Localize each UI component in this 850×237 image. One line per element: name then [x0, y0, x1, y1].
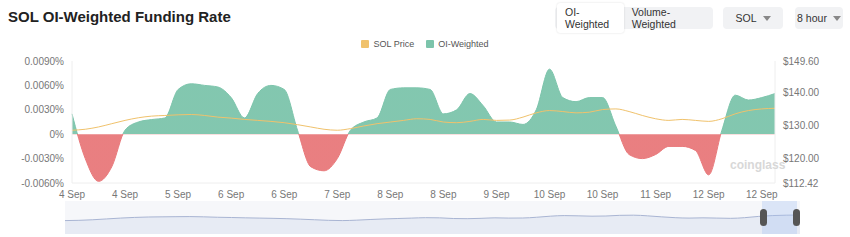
- svg-text:6 Sep: 6 Sep: [271, 189, 298, 200]
- html-text:coinglass: coinglass: [730, 158, 786, 172]
- svg-text:$149.60: $149.60: [783, 56, 820, 67]
- svg-text:6 Sep: 6 Sep: [218, 189, 245, 200]
- svg-text:$120.00: $120.00: [783, 153, 820, 164]
- svg-text:9 Sep: 9 Sep: [483, 189, 510, 200]
- html-text:Volume-Weighted: Volume-Weighted: [631, 6, 676, 30]
- html-text:SOL: SOL: [735, 12, 757, 24]
- svg-text:0.0030%: 0.0030%: [25, 104, 65, 115]
- html-text:8 hour: 8 hour: [797, 12, 827, 24]
- svg-text:12 Sep: 12 Sep: [693, 189, 725, 200]
- svg-text:8 Sep: 8 Sep: [377, 189, 404, 200]
- svg-text:4 Sep: 4 Sep: [112, 189, 139, 200]
- svg-text:8 Sep: 8 Sep: [430, 189, 457, 200]
- svg-text:$130.00: $130.00: [783, 120, 820, 131]
- svg-text:4 Sep: 4 Sep: [59, 189, 86, 200]
- svg-text:12 Sep: 12 Sep: [746, 189, 778, 200]
- svg-text:10 Sep: 10 Sep: [534, 189, 566, 200]
- svg-text:-0.0030%: -0.0030%: [21, 153, 64, 164]
- svg-text:10 Sep: 10 Sep: [587, 189, 619, 200]
- html-text:SOL Price: SOL Price: [373, 39, 415, 49]
- svg-text:0.0060%: 0.0060%: [25, 80, 65, 91]
- svg-text:0.0090%: 0.0090%: [25, 56, 65, 67]
- svg-text:-0.0060%: -0.0060%: [21, 178, 64, 189]
- html-text:SOL OI-Weighted Funding Rate: SOL OI-Weighted Funding Rate: [8, 8, 231, 25]
- svg-text:5 Sep: 5 Sep: [165, 189, 192, 200]
- svg-text:$112.42: $112.42: [783, 178, 819, 189]
- svg-text:0%: 0%: [50, 129, 65, 140]
- html-text:OI-Weighted: OI-Weighted: [565, 6, 610, 30]
- svg-text:11 Sep: 11 Sep: [640, 189, 671, 200]
- svg-text:$140.00: $140.00: [783, 87, 820, 98]
- html-text:OI-Weighted: OI-Weighted: [438, 39, 489, 49]
- svg-text:7 Sep: 7 Sep: [324, 189, 351, 200]
